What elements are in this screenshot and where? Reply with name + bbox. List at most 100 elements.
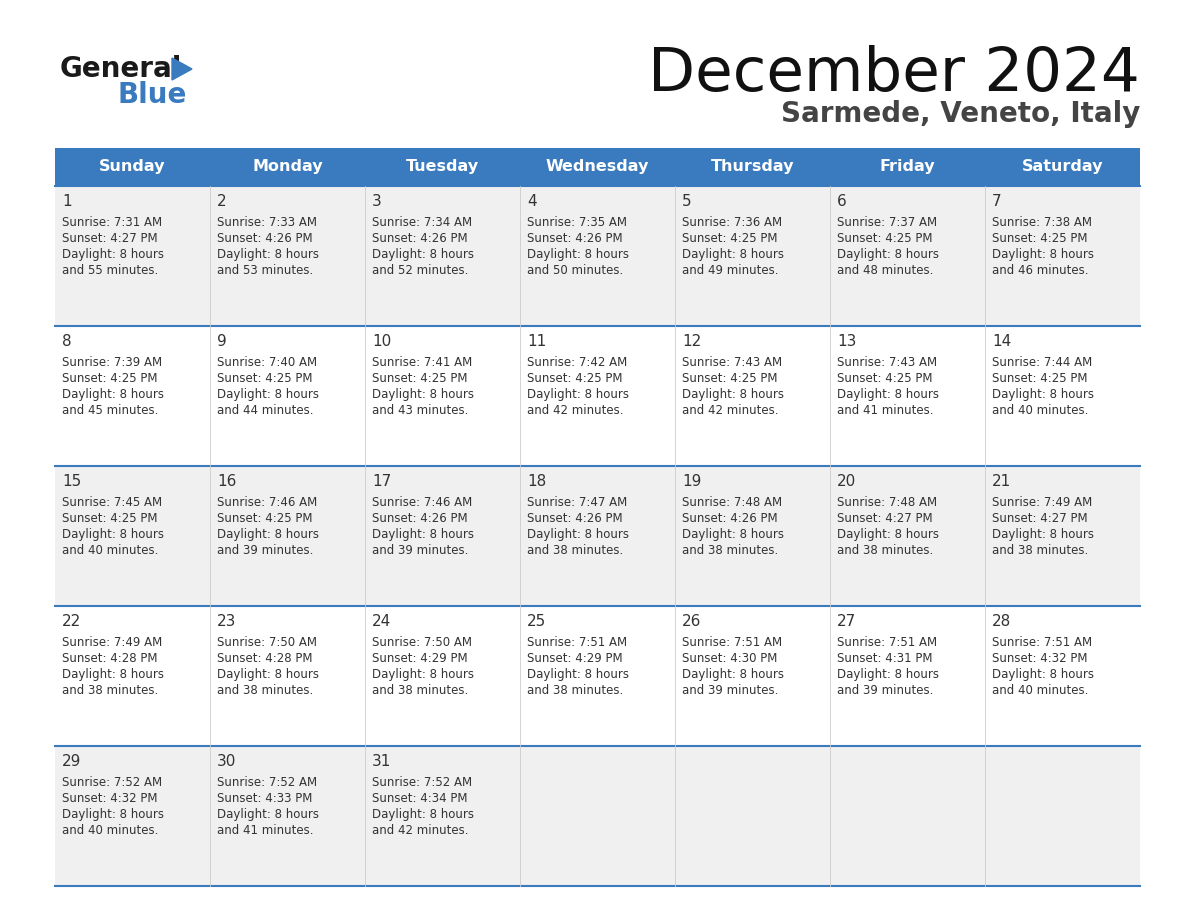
Text: Sunset: 4:27 PM: Sunset: 4:27 PM xyxy=(838,512,933,525)
Text: and 40 minutes.: and 40 minutes. xyxy=(62,824,158,837)
Text: and 41 minutes.: and 41 minutes. xyxy=(217,824,314,837)
Text: Sunrise: 7:38 AM: Sunrise: 7:38 AM xyxy=(992,216,1092,229)
Text: and 40 minutes.: and 40 minutes. xyxy=(992,684,1088,697)
Text: Sunrise: 7:47 AM: Sunrise: 7:47 AM xyxy=(527,496,627,509)
Text: 24: 24 xyxy=(372,614,391,629)
Text: Daylight: 8 hours: Daylight: 8 hours xyxy=(527,528,628,541)
Text: Sunset: 4:32 PM: Sunset: 4:32 PM xyxy=(62,792,158,805)
Text: 19: 19 xyxy=(682,474,701,489)
Polygon shape xyxy=(172,58,192,80)
Text: Daylight: 8 hours: Daylight: 8 hours xyxy=(217,668,320,681)
Text: Daylight: 8 hours: Daylight: 8 hours xyxy=(62,388,164,401)
Text: and 38 minutes.: and 38 minutes. xyxy=(372,684,468,697)
Text: 4: 4 xyxy=(527,194,537,209)
Text: 1: 1 xyxy=(62,194,71,209)
Text: Sunset: 4:25 PM: Sunset: 4:25 PM xyxy=(62,512,158,525)
Text: 23: 23 xyxy=(217,614,236,629)
Text: Sunset: 4:25 PM: Sunset: 4:25 PM xyxy=(838,232,933,245)
Text: Sunrise: 7:45 AM: Sunrise: 7:45 AM xyxy=(62,496,162,509)
Text: and 48 minutes.: and 48 minutes. xyxy=(838,264,934,277)
Text: 26: 26 xyxy=(682,614,701,629)
Text: Daylight: 8 hours: Daylight: 8 hours xyxy=(62,668,164,681)
Text: and 38 minutes.: and 38 minutes. xyxy=(992,544,1088,557)
Text: Sunset: 4:25 PM: Sunset: 4:25 PM xyxy=(838,372,933,385)
Text: Daylight: 8 hours: Daylight: 8 hours xyxy=(527,248,628,261)
Text: Sunset: 4:25 PM: Sunset: 4:25 PM xyxy=(62,372,158,385)
Text: Sunset: 4:25 PM: Sunset: 4:25 PM xyxy=(682,372,777,385)
Text: Daylight: 8 hours: Daylight: 8 hours xyxy=(992,668,1094,681)
Text: Sunset: 4:26 PM: Sunset: 4:26 PM xyxy=(372,232,468,245)
Text: Sunrise: 7:48 AM: Sunrise: 7:48 AM xyxy=(838,496,937,509)
Text: Sunset: 4:31 PM: Sunset: 4:31 PM xyxy=(838,652,933,665)
Text: Daylight: 8 hours: Daylight: 8 hours xyxy=(217,388,320,401)
Text: 31: 31 xyxy=(372,754,391,769)
Text: Daylight: 8 hours: Daylight: 8 hours xyxy=(372,248,474,261)
Text: Thursday: Thursday xyxy=(710,160,795,174)
Text: Daylight: 8 hours: Daylight: 8 hours xyxy=(217,528,320,541)
Text: Sunset: 4:25 PM: Sunset: 4:25 PM xyxy=(372,372,468,385)
Text: and 53 minutes.: and 53 minutes. xyxy=(217,264,314,277)
Text: 9: 9 xyxy=(217,334,227,349)
Text: 7: 7 xyxy=(992,194,1001,209)
Text: Sunrise: 7:48 AM: Sunrise: 7:48 AM xyxy=(682,496,782,509)
Text: 8: 8 xyxy=(62,334,71,349)
Text: Daylight: 8 hours: Daylight: 8 hours xyxy=(527,388,628,401)
Text: Sunrise: 7:39 AM: Sunrise: 7:39 AM xyxy=(62,356,162,369)
Text: Sunset: 4:25 PM: Sunset: 4:25 PM xyxy=(527,372,623,385)
Text: Sunrise: 7:44 AM: Sunrise: 7:44 AM xyxy=(992,356,1092,369)
Text: Monday: Monday xyxy=(252,160,323,174)
Text: and 44 minutes.: and 44 minutes. xyxy=(217,404,314,417)
Text: Sunset: 4:25 PM: Sunset: 4:25 PM xyxy=(217,512,312,525)
Text: Sunset: 4:26 PM: Sunset: 4:26 PM xyxy=(217,232,312,245)
Text: Daylight: 8 hours: Daylight: 8 hours xyxy=(62,528,164,541)
Text: Sunrise: 7:50 AM: Sunrise: 7:50 AM xyxy=(217,636,317,649)
Text: Sunrise: 7:49 AM: Sunrise: 7:49 AM xyxy=(992,496,1092,509)
Text: 14: 14 xyxy=(992,334,1011,349)
Text: and 42 minutes.: and 42 minutes. xyxy=(372,824,468,837)
Text: 11: 11 xyxy=(527,334,546,349)
Text: 18: 18 xyxy=(527,474,546,489)
Text: and 41 minutes.: and 41 minutes. xyxy=(838,404,934,417)
Text: and 42 minutes.: and 42 minutes. xyxy=(527,404,624,417)
Text: Sunset: 4:26 PM: Sunset: 4:26 PM xyxy=(372,512,468,525)
Text: 17: 17 xyxy=(372,474,391,489)
Text: Friday: Friday xyxy=(879,160,935,174)
Text: Daylight: 8 hours: Daylight: 8 hours xyxy=(62,248,164,261)
Text: Sunset: 4:26 PM: Sunset: 4:26 PM xyxy=(682,512,778,525)
Bar xyxy=(55,148,1140,186)
Text: and 50 minutes.: and 50 minutes. xyxy=(527,264,624,277)
Text: Sunset: 4:28 PM: Sunset: 4:28 PM xyxy=(217,652,312,665)
Text: Sunset: 4:32 PM: Sunset: 4:32 PM xyxy=(992,652,1087,665)
Text: and 39 minutes.: and 39 minutes. xyxy=(217,544,314,557)
Text: and 39 minutes.: and 39 minutes. xyxy=(372,544,468,557)
Text: 3: 3 xyxy=(372,194,381,209)
Text: 2: 2 xyxy=(217,194,227,209)
Text: Sunset: 4:25 PM: Sunset: 4:25 PM xyxy=(992,232,1087,245)
Bar xyxy=(55,746,1140,886)
Text: December 2024: December 2024 xyxy=(649,45,1140,104)
Text: Sunset: 4:25 PM: Sunset: 4:25 PM xyxy=(682,232,777,245)
Text: 15: 15 xyxy=(62,474,81,489)
Bar xyxy=(55,186,1140,326)
Text: Sarmede, Veneto, Italy: Sarmede, Veneto, Italy xyxy=(781,100,1140,128)
Text: Sunrise: 7:46 AM: Sunrise: 7:46 AM xyxy=(372,496,473,509)
Text: and 49 minutes.: and 49 minutes. xyxy=(682,264,778,277)
Text: Sunset: 4:29 PM: Sunset: 4:29 PM xyxy=(372,652,468,665)
Text: and 40 minutes.: and 40 minutes. xyxy=(992,404,1088,417)
Text: and 42 minutes.: and 42 minutes. xyxy=(682,404,778,417)
Text: and 45 minutes.: and 45 minutes. xyxy=(62,404,158,417)
Text: and 38 minutes.: and 38 minutes. xyxy=(527,684,624,697)
Text: Sunday: Sunday xyxy=(100,160,166,174)
Text: Daylight: 8 hours: Daylight: 8 hours xyxy=(838,528,939,541)
Text: 12: 12 xyxy=(682,334,701,349)
Bar xyxy=(55,326,1140,466)
Text: Sunrise: 7:49 AM: Sunrise: 7:49 AM xyxy=(62,636,163,649)
Text: and 55 minutes.: and 55 minutes. xyxy=(62,264,158,277)
Text: Sunrise: 7:51 AM: Sunrise: 7:51 AM xyxy=(527,636,627,649)
Text: Sunset: 4:25 PM: Sunset: 4:25 PM xyxy=(992,372,1087,385)
Text: and 38 minutes.: and 38 minutes. xyxy=(62,684,158,697)
Text: and 38 minutes.: and 38 minutes. xyxy=(527,544,624,557)
Text: Daylight: 8 hours: Daylight: 8 hours xyxy=(682,528,784,541)
Text: Daylight: 8 hours: Daylight: 8 hours xyxy=(372,528,474,541)
Text: Sunset: 4:25 PM: Sunset: 4:25 PM xyxy=(217,372,312,385)
